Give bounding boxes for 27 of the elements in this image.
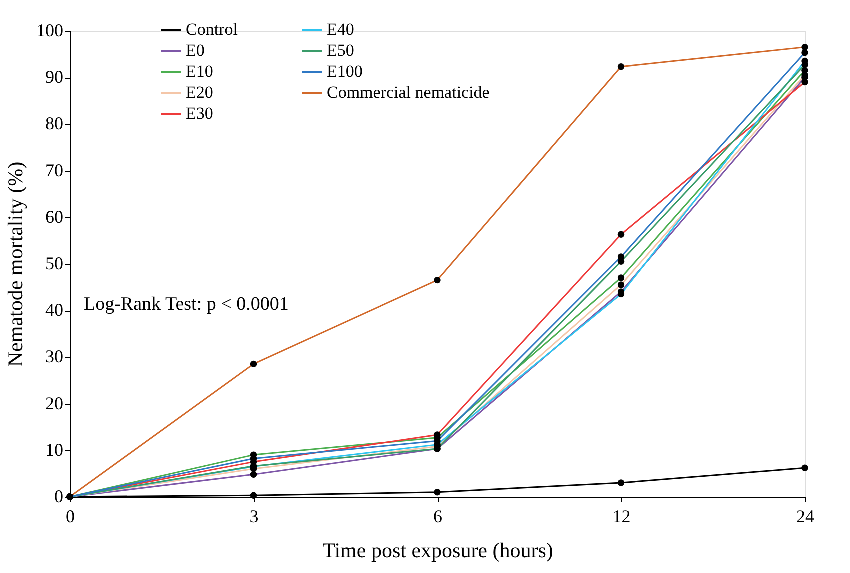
y-tick-label: 70: [46, 160, 64, 180]
x-axis-title: Time post exposure (hours): [322, 538, 554, 562]
x-tick-label: 24: [796, 506, 814, 526]
legend-label: Control: [186, 20, 238, 39]
y-tick-label: 90: [46, 67, 64, 88]
legend-label: Commercial nematicide: [327, 83, 490, 102]
legend-label: E0: [186, 41, 205, 60]
y-tick-label: 80: [46, 114, 64, 134]
y-tick-label: 30: [46, 346, 64, 367]
y-tick-label: 20: [46, 393, 64, 414]
y-tick-label: 50: [46, 254, 64, 274]
legend-label: E50: [327, 41, 354, 60]
x-tick-label: 3: [250, 506, 259, 526]
legend-label: E20: [186, 83, 214, 102]
y-tick-label: 100: [36, 20, 64, 40]
y-tick-label: 0: [54, 486, 64, 506]
legend-label: E100: [327, 62, 363, 81]
x-tick-label: 12: [612, 506, 631, 526]
annotation: Log-Rank Test: p < 0.0001: [84, 294, 289, 315]
y-tick-label: 40: [46, 300, 64, 320]
y-tick-label: 60: [46, 206, 64, 227]
y-tick-label: 10: [46, 440, 64, 460]
y-axis-title: Nematode mortality (%): [4, 162, 28, 368]
legend-label: E10: [186, 62, 214, 81]
x-tick-label: 6: [434, 506, 442, 526]
legend-label: E30: [186, 104, 214, 123]
legend-label: E40: [327, 20, 354, 39]
